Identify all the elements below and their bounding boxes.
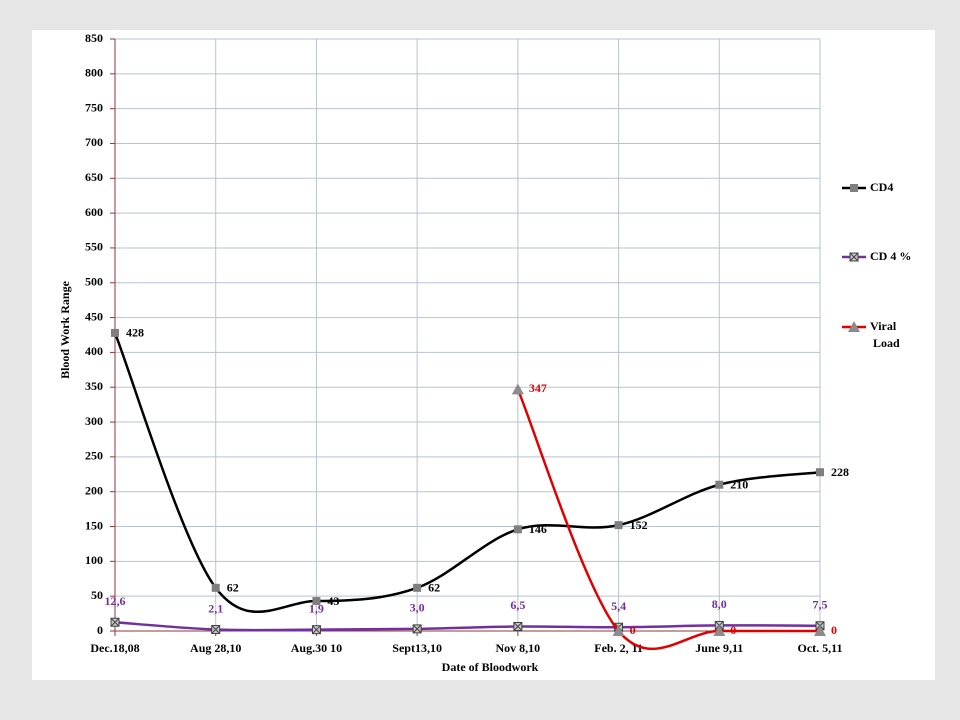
x-tick-label: Oct. 5,11 — [798, 641, 843, 655]
y-tick-label: 250 — [85, 449, 103, 463]
y-tick-label: 150 — [85, 518, 103, 532]
data-label: 62 — [428, 581, 440, 595]
y-tick-label: 650 — [85, 170, 103, 184]
data-label: 8,0 — [712, 597, 727, 611]
y-tick-label: 100 — [85, 553, 103, 567]
marker — [713, 625, 726, 636]
y-tick-label: 850 — [85, 31, 103, 45]
data-label: 2,1 — [208, 601, 223, 615]
data-label: 0 — [630, 623, 636, 637]
series-line — [113, 332, 821, 614]
y-tick-label: 600 — [85, 205, 103, 219]
legend-label: CD4 — [870, 180, 893, 194]
y-tick-label: 350 — [85, 379, 103, 393]
x-tick-label: Sept13,10 — [392, 641, 442, 655]
y-tick-label: 300 — [85, 414, 103, 428]
y-tick-label: 500 — [85, 275, 103, 289]
x-tick-label: Nov 8,10 — [496, 641, 541, 655]
y-tick-label: 50 — [91, 588, 103, 602]
marker-cross — [211, 625, 221, 634]
y-tick-label: 450 — [85, 309, 103, 323]
marker — [614, 521, 623, 530]
series-line — [516, 388, 820, 651]
data-label: 12,6 — [105, 594, 126, 608]
y-tick-label: 400 — [85, 344, 103, 358]
y-axis-label: Blood Work Range — [58, 280, 72, 378]
x-tick-label: Aug 28,10 — [190, 641, 241, 655]
data-label: 62 — [227, 581, 239, 595]
data-label: 43 — [327, 594, 339, 608]
legend-label: CD 4 % — [870, 249, 911, 263]
y-tick-label: 0 — [97, 623, 103, 637]
legend-label: Viral Load — [870, 319, 900, 350]
data-label: 152 — [630, 518, 648, 532]
data-label: 1,9 — [309, 601, 324, 615]
marker-cross — [849, 252, 859, 262]
marker — [211, 583, 220, 592]
marker-cross — [513, 622, 523, 631]
x-tick-label: Dec.18,08 — [90, 641, 139, 655]
y-tick-label: 550 — [85, 240, 103, 254]
data-label: 0 — [730, 623, 736, 637]
y-tick-label: 800 — [85, 66, 103, 80]
x-tick-label: Feb. 2, 11 — [594, 641, 643, 655]
legend-marker — [850, 184, 858, 192]
data-label: 228 — [831, 465, 849, 479]
y-tick-label: 750 — [85, 100, 103, 114]
x-axis-label: Date of Bloodwork — [442, 660, 539, 674]
data-label: 3,0 — [410, 601, 425, 615]
marker — [814, 625, 826, 636]
data-label: 146 — [529, 522, 547, 536]
legend-marker — [848, 321, 860, 332]
series-line — [114, 620, 821, 632]
chart-area — [32, 30, 935, 680]
data-label: 6,5 — [510, 598, 525, 612]
marker — [612, 625, 625, 636]
marker-cross — [110, 617, 120, 627]
data-label: 210 — [730, 477, 748, 491]
data-label: 0 — [831, 623, 837, 637]
x-tick-label: Aug.30 10 — [291, 641, 342, 655]
y-tick-label: 700 — [85, 135, 103, 149]
data-label: 428 — [126, 326, 144, 340]
marker — [511, 383, 524, 395]
y-tick-label: 200 — [85, 483, 103, 497]
data-label: 7,5 — [813, 598, 828, 612]
data-label: 5,4 — [611, 599, 626, 613]
marker — [513, 525, 522, 534]
marker — [413, 583, 422, 592]
data-label: 347 — [529, 381, 547, 395]
x-tick-label: June 9,11 — [695, 641, 743, 655]
marker — [715, 480, 724, 489]
marker-cross — [412, 624, 422, 634]
marker-cross — [312, 625, 321, 635]
marker — [816, 468, 824, 477]
marker — [312, 597, 321, 606]
marker — [111, 328, 119, 337]
